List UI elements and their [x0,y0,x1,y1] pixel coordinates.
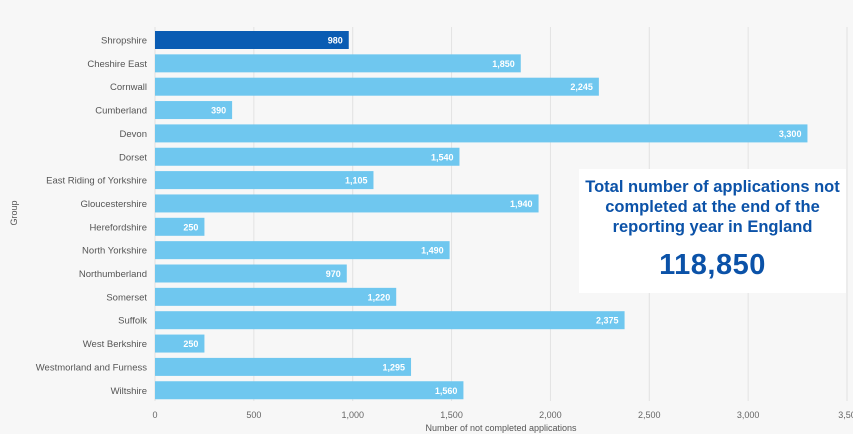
x-axis-ticks: 0 500 1,000 1,500 2,000 2,500 3,000 3,50 [152,410,853,420]
bar-value-label: 2,375 [596,316,619,326]
bar-value-label: 1,560 [435,386,458,396]
category-label: East Riding of Yorkshire [46,176,147,187]
callout-value: 118,850 [659,249,766,281]
category-label: Northumberland [79,269,147,280]
category-label: Cumberland [95,106,147,117]
bar [155,147,460,166]
x-tick-label: 2,000 [539,410,562,420]
category-label: Westmorland and Furness [36,362,147,373]
bars: 980 1,850 2,245 390 3,300 1,540 1,105 1,940 250 1… [155,31,808,400]
bar [155,54,521,73]
category-label: Gloucestershire [80,199,147,210]
x-tick-label: 3,50 [838,410,853,420]
category-label: Suffolk [118,316,147,327]
bar [155,194,539,213]
bar [155,357,412,376]
category-label: Herefordshire [89,222,147,233]
bar-value-label: 970 [326,269,341,279]
bar-value-label: 1,105 [345,176,368,186]
y-axis-title: Group [9,200,19,225]
category-label: North Yorkshire [82,246,147,257]
bar [155,101,233,120]
bar [155,287,397,306]
x-tick-label: 1,500 [440,410,463,420]
category-label: Cornwall [110,82,147,93]
x-tick-label: 0 [152,410,157,420]
bar-value-label: 1,490 [421,246,444,256]
x-tick-label: 3,000 [737,410,760,420]
category-label: Wiltshire [111,386,147,397]
total-callout: Total number of applications not complet… [579,169,846,293]
x-axis-title: Number of not completed applications [425,423,577,433]
bar [155,77,599,96]
bar-value-label: 1,295 [383,362,406,372]
category-label: Dorset [119,152,147,163]
bar-value-label: 1,540 [431,152,454,162]
category-label: Shropshire [101,36,147,47]
callout-text: Total number of applications not complet… [585,178,840,236]
category-label: West Berkshire [83,339,147,350]
bar-value-label: 390 [211,106,226,116]
category-label: Cheshire East [87,59,147,70]
bar [155,311,625,330]
bar [155,264,347,283]
category-labels: Shropshire Cheshire East Cornwall Cumberlan… [36,36,148,397]
bar-value-label: 3,300 [779,129,802,139]
bar [155,241,450,260]
bar-value-label: 1,220 [368,292,391,302]
bar-value-label: 250 [183,339,198,349]
bar [155,31,349,49]
bar [155,171,374,190]
bar-value-label: 980 [328,36,343,46]
bar-value-label: 2,245 [570,82,593,92]
bar-value-label: 1,940 [510,199,533,209]
x-tick-label: 1,000 [341,410,364,420]
bar-value-label: 250 [183,222,198,232]
bar [155,334,205,353]
bar [155,381,464,400]
bar [155,217,205,236]
bar-value-label: 1,850 [492,59,515,69]
x-tick-label: 2,500 [638,410,661,420]
category-label: Somerset [106,292,147,303]
x-tick-label: 500 [246,410,261,420]
category-label: Devon [120,129,147,140]
bar [155,124,808,143]
